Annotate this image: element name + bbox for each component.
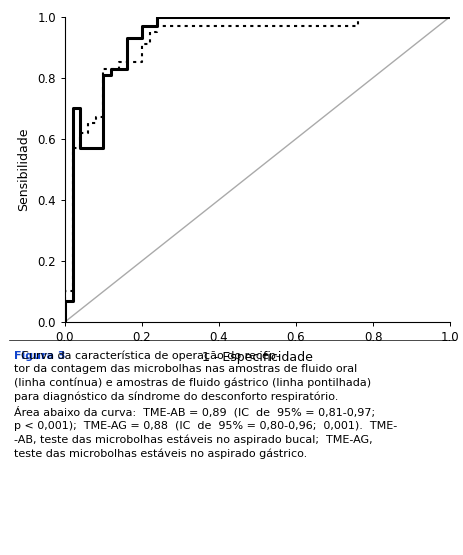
Y-axis label: Sensibilidade: Sensibilidade bbox=[17, 128, 30, 211]
Text: Curva da característica de operação do recep-
tor da contagem das microbolhas na: Curva da característica de operação do r… bbox=[14, 351, 396, 458]
Text: Figura 3: Figura 3 bbox=[14, 351, 65, 361]
X-axis label: 1 - Especificidade: 1 - Especificidade bbox=[202, 351, 312, 364]
